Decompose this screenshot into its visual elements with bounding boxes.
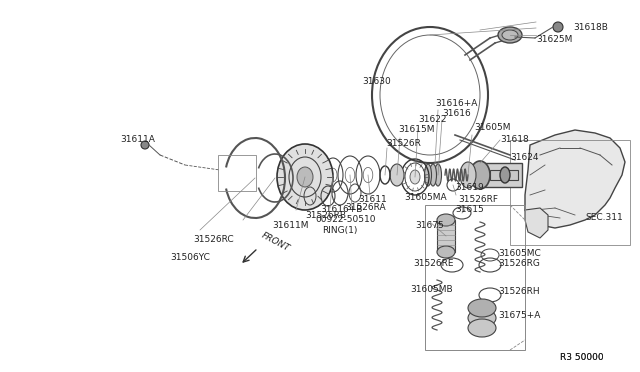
Text: 31675: 31675 — [415, 221, 444, 230]
Text: 31624: 31624 — [510, 154, 538, 163]
Text: 31675+A: 31675+A — [498, 311, 540, 320]
Ellipse shape — [470, 161, 490, 189]
Text: 00922-50510: 00922-50510 — [315, 215, 376, 224]
Text: 31625M: 31625M — [536, 35, 572, 45]
Text: 31619: 31619 — [455, 183, 484, 192]
Text: 31618: 31618 — [500, 135, 529, 144]
Text: 31605M: 31605M — [474, 124, 511, 132]
Text: 31526RB: 31526RB — [305, 211, 346, 219]
Text: RING(1): RING(1) — [322, 225, 357, 234]
Text: 31611M: 31611M — [272, 221, 308, 230]
Polygon shape — [525, 208, 548, 238]
Text: 31526RE: 31526RE — [413, 259, 454, 267]
Bar — [510, 140, 630, 245]
Text: FRONT: FRONT — [260, 231, 291, 253]
Ellipse shape — [435, 164, 442, 186]
Bar — [425, 205, 525, 350]
Bar — [218, 155, 256, 191]
Ellipse shape — [429, 164, 436, 186]
Ellipse shape — [468, 299, 496, 317]
Ellipse shape — [390, 164, 404, 186]
Text: R3 50000: R3 50000 — [560, 353, 604, 362]
Text: 31618B: 31618B — [573, 22, 608, 32]
Text: 31526RA: 31526RA — [345, 203, 386, 212]
Text: 31616+A: 31616+A — [435, 99, 477, 108]
Text: 31605MA: 31605MA — [404, 192, 447, 202]
Polygon shape — [525, 130, 625, 228]
Text: SEC.311: SEC.311 — [585, 214, 623, 222]
Text: 31615: 31615 — [455, 205, 484, 215]
Bar — [480, 163, 522, 187]
Ellipse shape — [498, 27, 522, 43]
Bar — [490, 170, 518, 180]
Ellipse shape — [424, 164, 431, 186]
Ellipse shape — [553, 22, 563, 32]
Text: 31526R: 31526R — [386, 138, 421, 148]
Text: 31611: 31611 — [358, 196, 387, 205]
Ellipse shape — [500, 167, 510, 183]
Ellipse shape — [460, 162, 476, 188]
Text: 31630: 31630 — [362, 77, 391, 87]
Ellipse shape — [141, 141, 149, 149]
Text: 31526RH: 31526RH — [498, 288, 540, 296]
Text: 31616: 31616 — [442, 109, 471, 118]
Ellipse shape — [437, 246, 455, 258]
Bar — [437, 220, 455, 252]
Ellipse shape — [277, 144, 333, 210]
Ellipse shape — [297, 167, 313, 187]
Ellipse shape — [410, 170, 420, 184]
Text: 31615M: 31615M — [398, 125, 435, 135]
Text: 31622: 31622 — [418, 115, 447, 125]
Text: R3 50000: R3 50000 — [560, 353, 604, 362]
Text: 31616+B: 31616+B — [320, 205, 362, 215]
Text: 31526RG: 31526RG — [498, 259, 540, 267]
Text: 31526RC: 31526RC — [193, 235, 234, 244]
Ellipse shape — [502, 30, 518, 40]
Ellipse shape — [468, 309, 496, 327]
Text: 31605MB: 31605MB — [410, 285, 452, 295]
Text: 31526RF: 31526RF — [458, 196, 498, 205]
Ellipse shape — [437, 214, 455, 226]
Text: 31506YC: 31506YC — [170, 253, 210, 263]
Text: 31605MC: 31605MC — [498, 248, 541, 257]
Text: 31611A: 31611A — [120, 135, 155, 144]
Ellipse shape — [468, 319, 496, 337]
